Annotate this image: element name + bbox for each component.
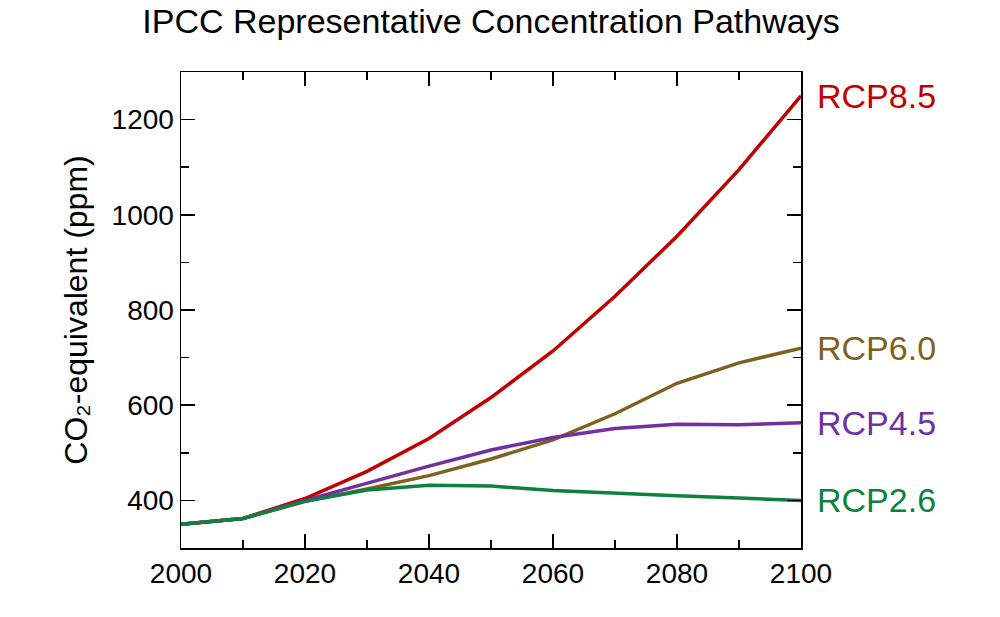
svg-text:2060: 2060 — [522, 558, 584, 589]
svg-text:2080: 2080 — [646, 558, 708, 589]
svg-text:2020: 2020 — [274, 558, 336, 589]
svg-text:400: 400 — [127, 485, 174, 516]
svg-text:2000: 2000 — [150, 558, 212, 589]
svg-text:IPCC Representative Concentrat: IPCC Representative Concentration Pathwa… — [142, 2, 839, 40]
svg-text:600: 600 — [127, 390, 174, 421]
svg-text:RCP2.6: RCP2.6 — [817, 481, 936, 519]
svg-text:CO₂-equivalent (ppm): CO₂-equivalent (ppm) — [58, 155, 94, 464]
svg-text:2040: 2040 — [398, 558, 460, 589]
svg-text:800: 800 — [127, 295, 174, 326]
svg-text:RCP6.0: RCP6.0 — [817, 329, 936, 367]
svg-text:1200: 1200 — [112, 104, 174, 135]
svg-text:RCP4.5: RCP4.5 — [817, 404, 936, 442]
svg-text:1000: 1000 — [112, 200, 174, 231]
svg-text:2100: 2100 — [770, 558, 832, 589]
svg-text:RCP8.5: RCP8.5 — [817, 77, 936, 115]
